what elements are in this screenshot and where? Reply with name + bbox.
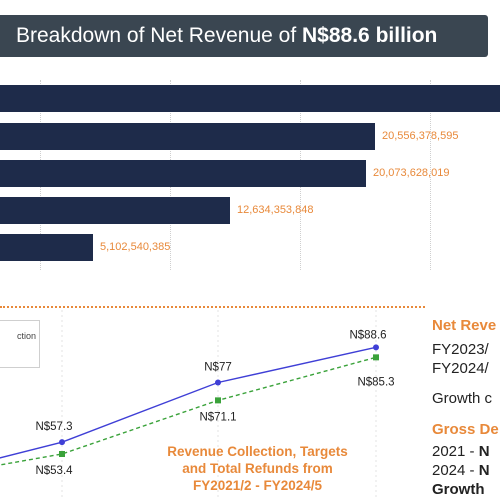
gridline <box>430 80 431 270</box>
info-line-5-prefix: 2024 - <box>432 462 479 479</box>
revenue-bar <box>0 123 375 150</box>
net-revenue-heading: Net Reve <box>432 317 497 334</box>
bar-value-label: 20,556,378,595 <box>382 130 459 142</box>
info-line-1: FY2023/ <box>432 341 489 358</box>
info-line-3: Growth c <box>432 390 493 407</box>
right-info-panel: Net Reve FY2023/ FY2024/ Growth c Gross … <box>425 300 500 500</box>
info-line-5: 2024 - N <box>432 462 490 479</box>
bar-value-label: 12,634,353,848 <box>237 204 314 216</box>
legend-fragment: ction <box>16 331 36 341</box>
data-label: N$71.1 <box>199 411 236 423</box>
series-line <box>0 346 377 459</box>
revenue-line-chart: N$57.3 N$77 N$88.6 N$53.4 N$71.1 N$85.3 <box>0 310 395 500</box>
bar-value-label: 5,102,540,385 <box>100 241 171 253</box>
data-point <box>215 379 221 386</box>
data-label: N$88.6 <box>349 329 386 341</box>
legend-box: ction <box>0 320 40 368</box>
line-chart-caption: Revenue Collection, Targets and Total Re… <box>140 443 375 494</box>
data-point <box>373 354 379 361</box>
caption-line-1: Revenue Collection, Targets <box>167 444 348 459</box>
data-point <box>373 344 379 351</box>
info-line-5-bold: N <box>478 462 490 479</box>
data-label: N$85.3 <box>357 376 394 388</box>
title-emphasis: N$88.6 billion <box>302 24 438 47</box>
caption-line-2: and Total Refunds from <box>182 461 333 476</box>
gross-heading: Gross De <box>432 421 499 438</box>
revenue-bar <box>0 234 93 261</box>
revenue-bar <box>0 197 230 224</box>
bar-value-label: 20,073,628,019 <box>373 167 450 179</box>
data-label: N$57.3 <box>35 421 72 433</box>
revenue-bar <box>0 85 500 112</box>
net-revenue-bar-chart: 20,556,378,595 20,073,628,019 12,634,353,8… <box>0 80 500 280</box>
data-point <box>59 451 65 457</box>
info-line-6: Growth <box>432 481 485 498</box>
info-line-4: 2021 - N <box>432 443 490 460</box>
info-line-2: FY2024/ <box>432 360 489 377</box>
series-line <box>0 356 377 466</box>
chart-title-banner: Breakdown of Net Revenue of N$88.6 billi… <box>0 15 488 57</box>
title-prefix: Breakdown of Net Revenue of <box>16 24 303 47</box>
info-line-4-bold: N <box>478 443 490 460</box>
data-point <box>59 439 65 446</box>
data-point <box>215 397 221 404</box>
revenue-bar <box>0 160 366 187</box>
section-divider <box>0 306 500 308</box>
caption-line-3: FY2021/2 - FY2024/5 <box>192 478 323 493</box>
info-line-4-prefix: 2021 - <box>432 443 479 460</box>
data-label: N$77 <box>204 361 232 373</box>
data-label: N$53.4 <box>35 465 73 477</box>
